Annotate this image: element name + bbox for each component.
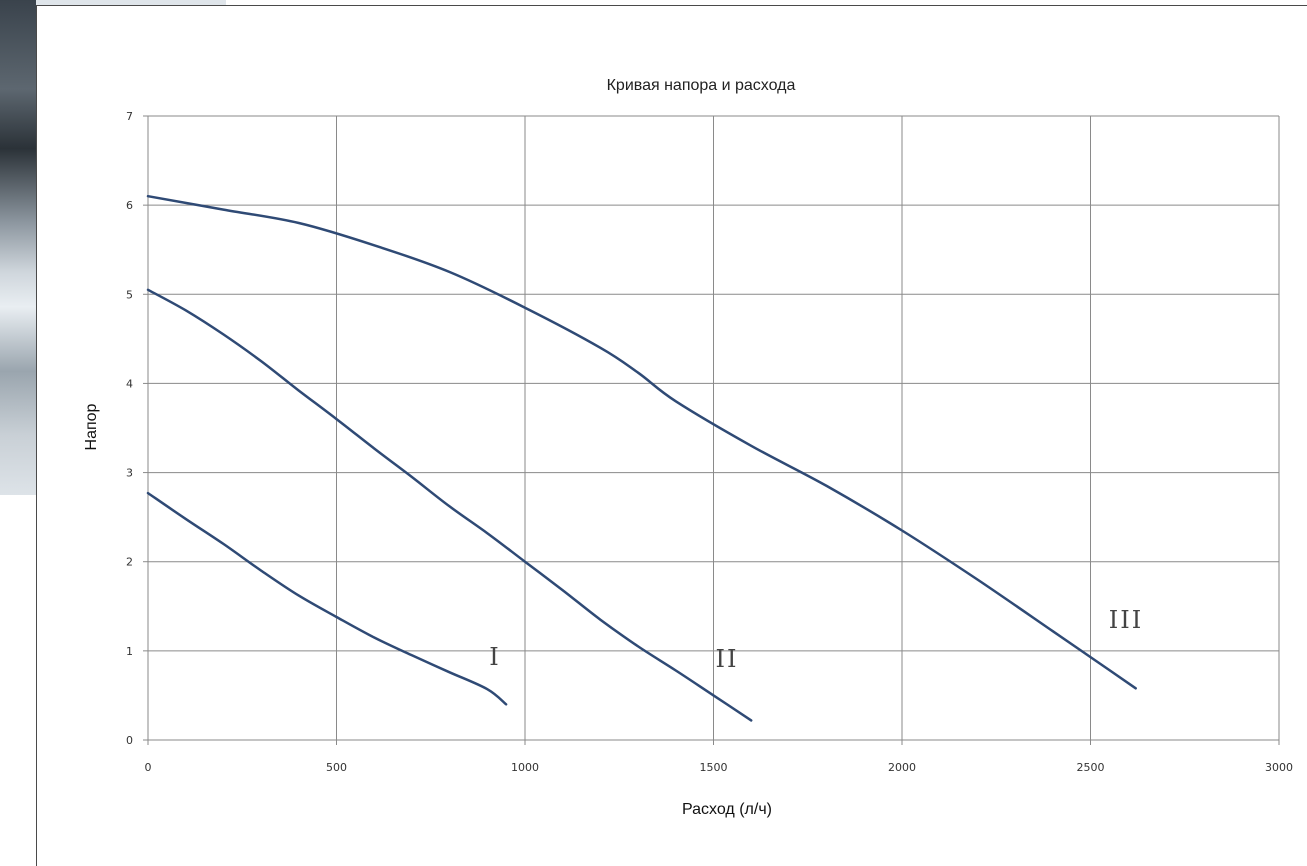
series-lines — [146, 194, 1137, 722]
series-line-2 — [146, 288, 753, 722]
series-label-3: III — [1109, 606, 1143, 634]
x-tick-label: 500 — [326, 761, 347, 774]
y-tick-label: 3 — [126, 467, 133, 480]
y-tick-label: 6 — [126, 199, 133, 212]
grid — [148, 115, 1280, 740]
y-tick-labels: 0 1 2 3 4 5 6 7 — [126, 110, 133, 747]
x-tick-label: 2500 — [1077, 761, 1105, 774]
y-tick-label: 5 — [126, 288, 133, 301]
series-label-2: II — [716, 645, 739, 673]
series-line-3 — [146, 194, 1137, 690]
background-photo-top-edge — [36, 0, 226, 5]
x-tick-label: 2000 — [888, 761, 916, 774]
y-tick-label: 7 — [126, 110, 133, 123]
y-tick-label: 4 — [126, 377, 133, 390]
x-tick-label: 3000 — [1265, 761, 1293, 774]
background-photo-strip — [0, 0, 36, 495]
y-tick-label: 2 — [126, 556, 133, 569]
x-tick-labels: 0 500 1000 1500 2000 2500 3000 — [145, 761, 1294, 774]
x-axis-title: Расход (л/ч) — [682, 801, 772, 818]
y-tick-label: 1 — [126, 645, 133, 658]
series-label-1: I — [489, 643, 500, 671]
y-tick-label: 0 — [126, 734, 133, 747]
chart-frame — [36, 5, 1307, 866]
x-tick-label: 0 — [145, 761, 152, 774]
chart-title: Кривая напора и расхода — [607, 77, 796, 94]
x-tick-label: 1500 — [700, 761, 728, 774]
x-tick-label: 1000 — [511, 761, 539, 774]
y-axis-title: Напор — [83, 403, 100, 450]
series-line-1 — [146, 491, 508, 706]
axes — [143, 115, 1280, 745]
